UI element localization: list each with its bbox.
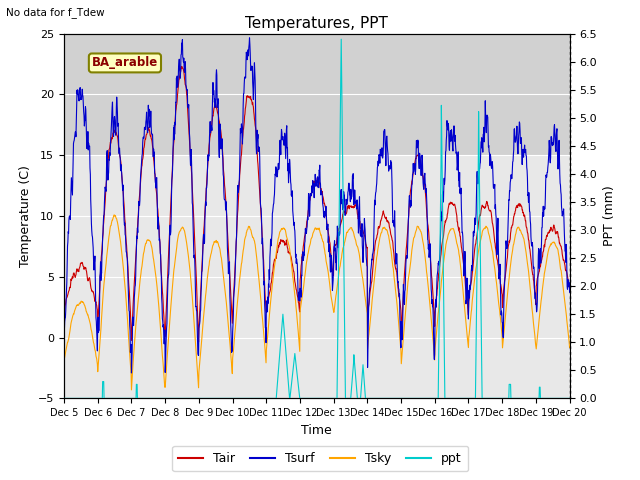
Legend: Tair, Tsurf, Tsky, ppt: Tair, Tsurf, Tsky, ppt bbox=[172, 446, 468, 471]
Text: No data for f_Tdew: No data for f_Tdew bbox=[6, 7, 105, 18]
Text: BA_arable: BA_arable bbox=[92, 57, 158, 70]
Bar bbox=[64, 34, 570, 155]
Y-axis label: PPT (mm): PPT (mm) bbox=[603, 186, 616, 246]
Y-axis label: Temperature (C): Temperature (C) bbox=[19, 165, 33, 267]
X-axis label: Time: Time bbox=[301, 424, 332, 437]
Title: Temperatures, PPT: Temperatures, PPT bbox=[245, 16, 388, 31]
